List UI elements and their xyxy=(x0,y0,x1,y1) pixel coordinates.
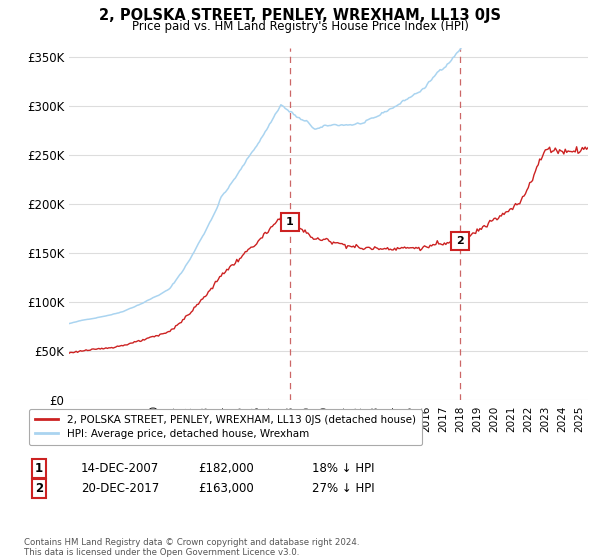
Text: 1: 1 xyxy=(286,217,293,227)
Text: 27% ↓ HPI: 27% ↓ HPI xyxy=(312,482,374,495)
Text: Price paid vs. HM Land Registry's House Price Index (HPI): Price paid vs. HM Land Registry's House … xyxy=(131,20,469,32)
Text: 2: 2 xyxy=(35,482,43,495)
Legend: 2, POLSKA STREET, PENLEY, WREXHAM, LL13 0JS (detached house), HPI: Average price: 2, POLSKA STREET, PENLEY, WREXHAM, LL13 … xyxy=(29,409,422,445)
Text: £182,000: £182,000 xyxy=(198,462,254,475)
Text: 14-DEC-2007: 14-DEC-2007 xyxy=(81,462,159,475)
Text: Contains HM Land Registry data © Crown copyright and database right 2024.
This d: Contains HM Land Registry data © Crown c… xyxy=(24,538,359,557)
Text: 18% ↓ HPI: 18% ↓ HPI xyxy=(312,462,374,475)
Text: 1: 1 xyxy=(35,462,43,475)
Text: 20-DEC-2017: 20-DEC-2017 xyxy=(81,482,159,495)
Text: £163,000: £163,000 xyxy=(198,482,254,495)
Text: 2: 2 xyxy=(456,236,464,246)
Text: 2, POLSKA STREET, PENLEY, WREXHAM, LL13 0JS: 2, POLSKA STREET, PENLEY, WREXHAM, LL13 … xyxy=(99,8,501,24)
